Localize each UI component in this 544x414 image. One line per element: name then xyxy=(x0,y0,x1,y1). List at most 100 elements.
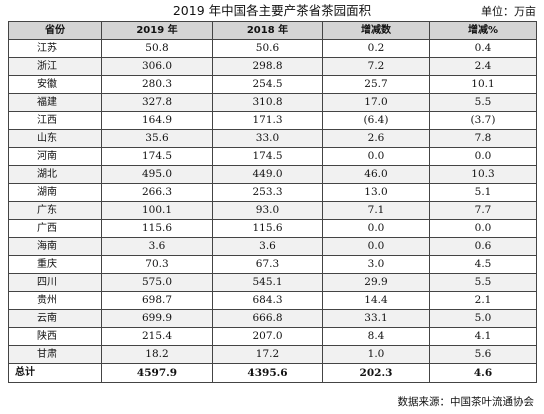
province-cell: 山东 xyxy=(8,129,102,148)
change-cell: 0.2 xyxy=(322,39,430,58)
province-cell: 四川 xyxy=(8,273,102,292)
table-row: 安徽 280.3 254.5 25.7 10.1 xyxy=(8,75,537,94)
data-source-note: 数据来源：中国茶叶流通协会 xyxy=(397,396,535,408)
change-cell: 17.0 xyxy=(322,93,430,112)
unit-label: 单位：万亩 xyxy=(481,5,536,18)
province-cell: 福建 xyxy=(8,93,102,112)
total-change-percent: 4.6 xyxy=(429,363,537,383)
change-cell: 0.0 xyxy=(322,237,430,256)
tea-garden-area-table: 省份 2019 年 2018 年 增减数 增减% 江苏 50.8 50.6 0.2 0.… xyxy=(8,21,537,383)
area-2019-cell: 327.8 xyxy=(101,93,213,112)
change-percent-cell: 5.5 xyxy=(429,273,537,292)
province-cell: 河南 xyxy=(8,147,102,166)
change-percent-cell: 7.7 xyxy=(429,201,537,220)
province-cell: 海南 xyxy=(8,237,102,256)
area-2018-cell: 171.3 xyxy=(212,111,323,130)
table-row: 四川 575.0 545.1 29.9 5.5 xyxy=(8,273,537,292)
table-row: 江西 164.9 171.3 (6.4) (3.7) xyxy=(8,111,537,130)
change-percent-cell: 0.0 xyxy=(429,147,537,166)
change-percent-cell: 0.4 xyxy=(429,39,537,58)
table-row: 云南 699.9 666.8 33.1 5.0 xyxy=(8,309,537,328)
area-2019-cell: 35.6 xyxy=(101,129,213,148)
area-2018-cell: 33.0 xyxy=(212,129,323,148)
change-percent-cell: 2.4 xyxy=(429,57,537,76)
area-2018-cell: 67.3 xyxy=(212,255,323,274)
area-2019-cell: 280.3 xyxy=(101,75,213,94)
area-2018-cell: 174.5 xyxy=(212,147,323,166)
change-percent-cell: 0.0 xyxy=(429,219,537,238)
area-2019-cell: 306.0 xyxy=(101,57,213,76)
area-2019-cell: 18.2 xyxy=(101,345,213,364)
area-2018-cell: 298.8 xyxy=(212,57,323,76)
change-cell: 7.1 xyxy=(322,201,430,220)
area-2018-cell: 545.1 xyxy=(212,273,323,292)
province-cell: 重庆 xyxy=(8,255,102,274)
total-row: 总计 4597.9 4395.6 202.3 4.6 xyxy=(8,363,537,383)
header-2018: 2018 年 xyxy=(212,21,323,40)
change-cell: 25.7 xyxy=(322,75,430,94)
area-2019-cell: 698.7 xyxy=(101,291,213,310)
table-row: 福建 327.8 310.8 17.0 5.5 xyxy=(8,93,537,112)
change-cell: 0.0 xyxy=(322,219,430,238)
province-cell: 云南 xyxy=(8,309,102,328)
change-cell: 8.4 xyxy=(322,327,430,346)
change-percent-cell: 4.5 xyxy=(429,255,537,274)
area-2019-cell: 174.5 xyxy=(101,147,213,166)
area-2019-cell: 266.3 xyxy=(101,183,213,202)
area-2018-cell: 449.0 xyxy=(212,165,323,184)
change-percent-cell: 5.0 xyxy=(429,309,537,328)
area-2018-cell: 17.2 xyxy=(212,345,323,364)
area-2018-cell: 684.3 xyxy=(212,291,323,310)
province-cell: 浙江 xyxy=(8,57,102,76)
table-row: 甘肃 18.2 17.2 1.0 5.6 xyxy=(8,345,537,364)
table-body: 江苏 50.8 50.6 0.2 0.4 浙江 306.0 298.8 7.2 2.4 安徽 280.… xyxy=(8,39,537,364)
table-row: 湖北 495.0 449.0 46.0 10.3 xyxy=(8,165,537,184)
header-change: 增减数 xyxy=(322,21,430,40)
total-2019: 4597.9 xyxy=(101,363,213,383)
area-2019-cell: 70.3 xyxy=(101,255,213,274)
change-cell: 0.0 xyxy=(322,147,430,166)
area-2019-cell: 164.9 xyxy=(101,111,213,130)
area-2018-cell: 666.8 xyxy=(212,309,323,328)
change-percent-cell: 5.1 xyxy=(429,183,537,202)
area-2018-cell: 254.5 xyxy=(212,75,323,94)
area-2018-cell: 115.6 xyxy=(212,219,323,238)
area-2019-cell: 699.9 xyxy=(101,309,213,328)
area-2019-cell: 215.4 xyxy=(101,327,213,346)
area-2019-cell: 3.6 xyxy=(101,237,213,256)
area-2018-cell: 3.6 xyxy=(212,237,323,256)
area-2018-cell: 253.3 xyxy=(212,183,323,202)
page-title: 2019 年中国各主要产茶省茶园面积 xyxy=(172,3,372,18)
total-2018: 4395.6 xyxy=(212,363,323,383)
province-cell: 江苏 xyxy=(8,39,102,58)
change-cell: 33.1 xyxy=(322,309,430,328)
table-row: 贵州 698.7 684.3 14.4 2.1 xyxy=(8,291,537,310)
table-row: 广西 115.6 115.6 0.0 0.0 xyxy=(8,219,537,238)
change-percent-cell: 10.3 xyxy=(429,165,537,184)
province-cell: 陕西 xyxy=(8,327,102,346)
area-2019-cell: 575.0 xyxy=(101,273,213,292)
change-percent-cell: 7.8 xyxy=(429,129,537,148)
header-2019: 2019 年 xyxy=(101,21,213,40)
change-percent-cell: (3.7) xyxy=(429,111,537,130)
change-percent-cell: 10.1 xyxy=(429,75,537,94)
table-header-row: 省份 2019 年 2018 年 增减数 增减% xyxy=(8,21,537,40)
change-cell: 14.4 xyxy=(322,291,430,310)
table-row: 浙江 306.0 298.8 7.2 2.4 xyxy=(8,57,537,76)
change-cell: 13.0 xyxy=(322,183,430,202)
table-row: 江苏 50.8 50.6 0.2 0.4 xyxy=(8,39,537,58)
header-change-percent: 增减% xyxy=(429,21,537,40)
area-2019-cell: 100.1 xyxy=(101,201,213,220)
area-2019-cell: 495.0 xyxy=(101,165,213,184)
province-cell: 湖北 xyxy=(8,165,102,184)
table-row: 重庆 70.3 67.3 3.0 4.5 xyxy=(8,255,537,274)
province-cell: 广西 xyxy=(8,219,102,238)
province-cell: 湖南 xyxy=(8,183,102,202)
area-2019-cell: 115.6 xyxy=(101,219,213,238)
province-cell: 贵州 xyxy=(8,291,102,310)
province-cell: 江西 xyxy=(8,111,102,130)
area-2018-cell: 93.0 xyxy=(212,201,323,220)
total-label: 总计 xyxy=(8,363,102,383)
total-change: 202.3 xyxy=(322,363,430,383)
area-2019-cell: 50.8 xyxy=(101,39,213,58)
